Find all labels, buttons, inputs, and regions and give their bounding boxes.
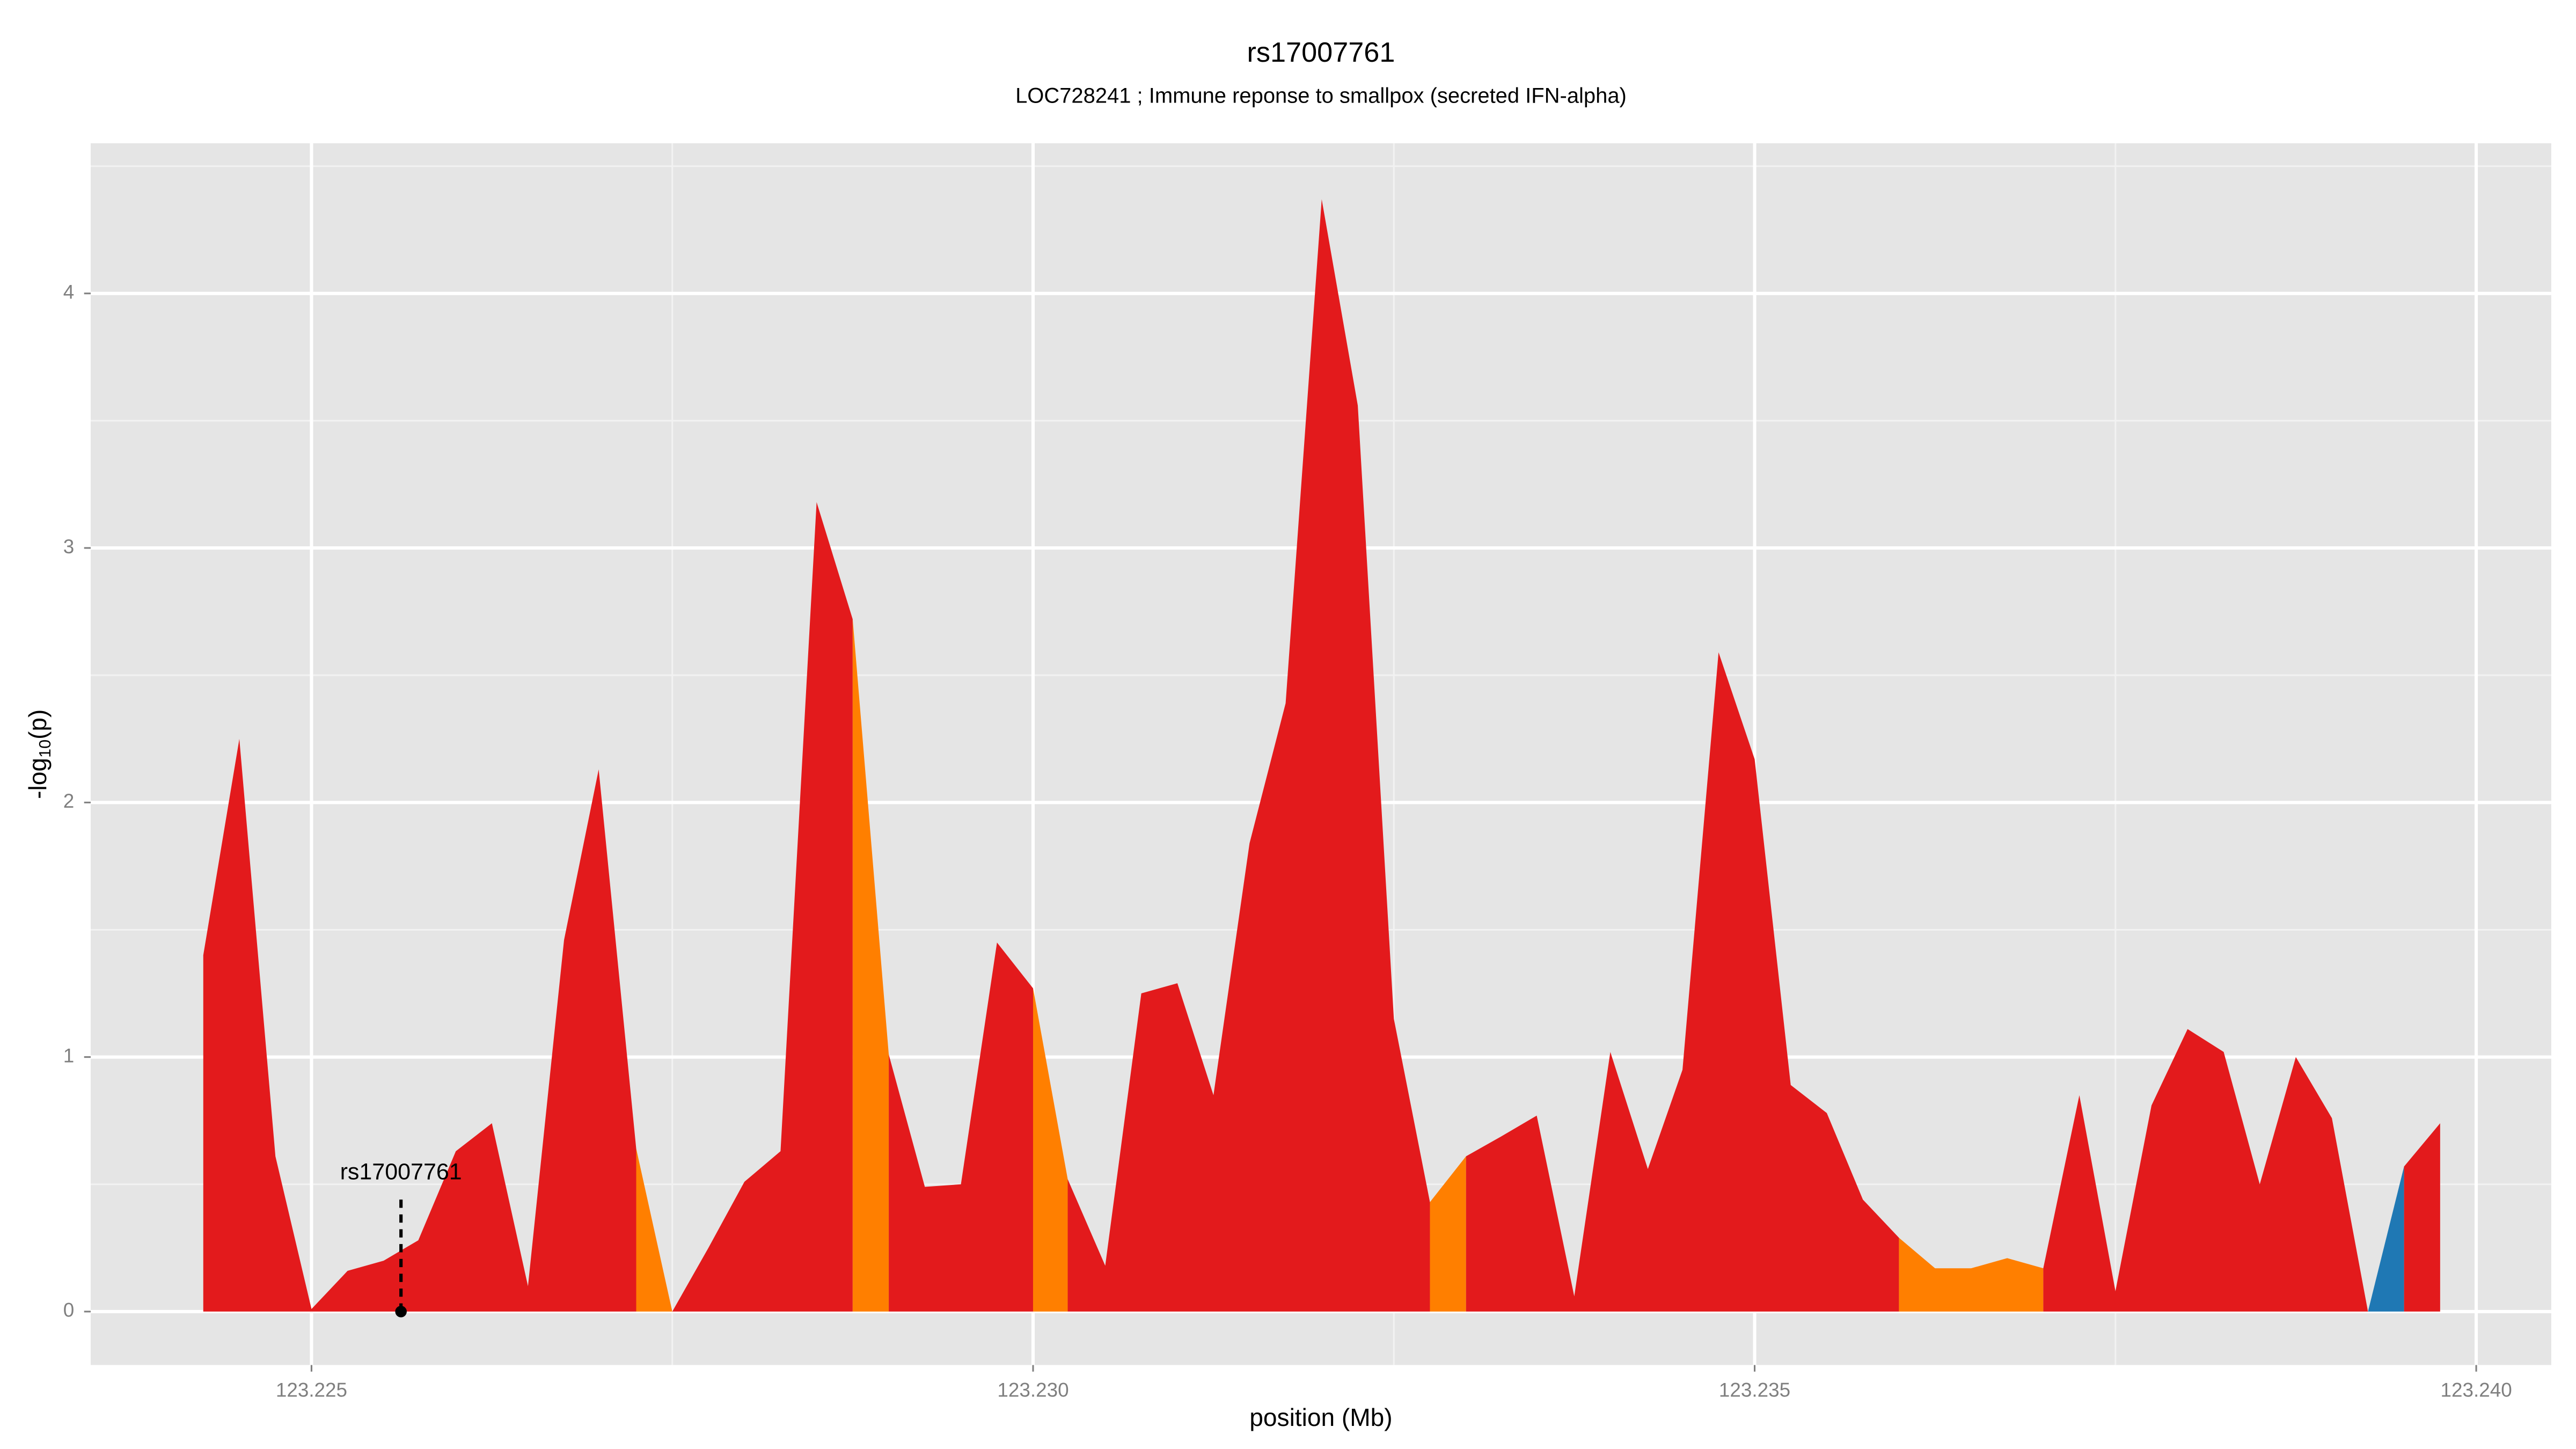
area-segment	[672, 502, 853, 1312]
y-tick-label: 3	[63, 536, 75, 558]
y-tick-label: 1	[63, 1044, 75, 1066]
y-axis-label: -log10(p)	[24, 709, 54, 799]
area-segment	[2043, 1029, 2368, 1312]
area-segment	[1899, 1238, 2044, 1312]
area-segment	[2404, 1123, 2440, 1312]
area-segment	[852, 619, 889, 1312]
y-label-sub: 10	[35, 740, 54, 758]
x-tick-label: 123.235	[1719, 1379, 1790, 1401]
x-axis-label: position (Mb)	[1249, 1403, 1392, 1431]
x-tick-label: 123.240	[2440, 1379, 2512, 1401]
annotation-point	[395, 1306, 407, 1318]
y-tick-label: 2	[63, 790, 75, 812]
y-tick-label: 4	[63, 281, 75, 303]
annotation-label: rs17007761	[340, 1159, 462, 1185]
area-segment	[1067, 199, 1430, 1312]
y-tick-label: 0	[63, 1299, 75, 1321]
area-segment	[889, 942, 1033, 1312]
area-segment	[1033, 988, 1068, 1312]
area-segment	[1430, 1156, 1466, 1312]
area-segment	[1466, 652, 1899, 1312]
x-tick-label: 123.230	[997, 1379, 1069, 1401]
y-label-rest: (p)	[24, 709, 52, 740]
y-label-main: -log	[24, 758, 52, 799]
chart-subtitle: LOC728241 ; Immune reponse to smallpox (…	[1015, 84, 1627, 108]
x-tick-label: 123.225	[276, 1379, 347, 1401]
area-segment	[203, 738, 636, 1312]
chart-title: rs17007761	[1247, 37, 1395, 68]
